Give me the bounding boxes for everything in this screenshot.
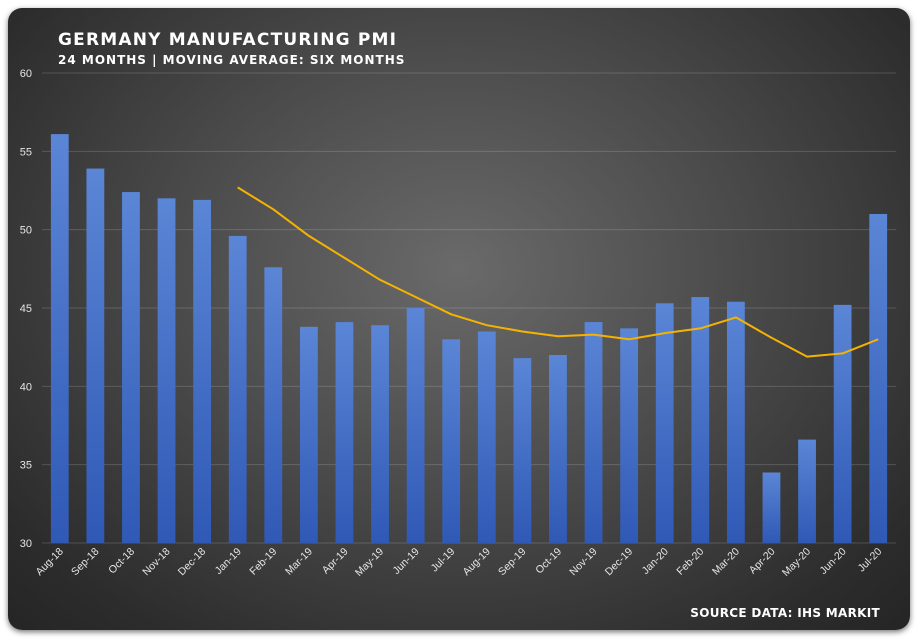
bar — [442, 339, 461, 543]
x-tick-label: Aug-19 — [460, 546, 493, 579]
x-tick-label: May-20 — [780, 546, 813, 579]
x-tick-label: Jul-19 — [429, 546, 458, 575]
x-tick-label: Aug-18 — [33, 546, 66, 579]
x-tick-label: Feb-20 — [674, 546, 706, 578]
bar — [584, 322, 603, 543]
bar — [264, 267, 283, 543]
bar — [335, 322, 354, 543]
x-tick-label: Nov-19 — [567, 546, 600, 579]
chart-panel: GERMANY MANUFACTURING PMI 24 MONTHS | MO… — [8, 8, 910, 630]
gridlines — [42, 72, 896, 544]
bar — [86, 168, 105, 544]
bar — [371, 325, 389, 543]
bar — [549, 355, 567, 543]
x-tick-label: Jun-20 — [818, 546, 849, 577]
x-tick-label: Mar-20 — [710, 546, 742, 578]
x-tick-label: Feb-19 — [247, 546, 279, 578]
bar — [513, 358, 532, 543]
bar — [833, 304, 852, 543]
source-note: SOURCE DATA: IHS MARKIT — [690, 606, 880, 620]
bar — [762, 472, 781, 543]
x-tick-label: Jan-20 — [640, 546, 671, 577]
bar — [869, 214, 888, 543]
chart-title: GERMANY MANUFACTURING PMI — [58, 30, 398, 50]
x-axis: Aug-18 Sep-18 Oct-18 Nov-18 Dec-18 Jan-19 Feb-… — [33, 546, 884, 579]
bar — [798, 439, 816, 543]
bar — [299, 326, 318, 543]
bar-series — [50, 134, 888, 544]
x-tick-label: Apr-20 — [747, 546, 778, 577]
y-tick-label: 55 — [20, 146, 32, 158]
bar — [477, 331, 496, 543]
bar — [50, 134, 69, 543]
y-tick-label: 60 — [20, 68, 32, 80]
x-tick-label: Jul-20 — [856, 546, 885, 575]
y-tick-label: 45 — [20, 303, 32, 315]
bar — [655, 303, 674, 543]
bar — [228, 235, 247, 543]
y-tick-label: 35 — [20, 460, 32, 472]
bar — [726, 301, 745, 543]
moving-average-line — [237, 186, 879, 358]
x-tick-label: Oct-19 — [533, 546, 564, 577]
x-tick-label: Sep-19 — [496, 546, 529, 579]
bar — [193, 199, 212, 543]
x-tick-label: Dec-19 — [603, 546, 636, 579]
y-axis: 30 35 40 45 50 55 60 — [20, 68, 32, 550]
bar — [157, 198, 176, 544]
x-tick-label: Jan-19 — [213, 546, 244, 577]
y-tick-label: 30 — [20, 538, 32, 550]
y-tick-label: 40 — [20, 381, 32, 393]
x-tick-label: May-19 — [353, 546, 386, 579]
x-tick-label: Nov-18 — [140, 546, 173, 579]
chart-subtitle: 24 MONTHS | MOVING AVERAGE: SIX MONTHS — [58, 53, 406, 67]
moving-average-series — [237, 186, 879, 358]
x-tick-label: Apr-19 — [320, 546, 351, 577]
y-tick-label: 50 — [20, 225, 32, 237]
x-tick-label: Dec-18 — [176, 546, 209, 579]
bar — [406, 308, 425, 543]
x-tick-label: Oct-18 — [106, 546, 137, 577]
x-tick-label: Mar-19 — [283, 546, 315, 578]
bar — [691, 297, 710, 543]
x-tick-label: Sep-18 — [69, 546, 102, 579]
x-tick-label: Jun-19 — [391, 546, 422, 577]
bar — [620, 328, 639, 543]
bar — [122, 192, 140, 544]
